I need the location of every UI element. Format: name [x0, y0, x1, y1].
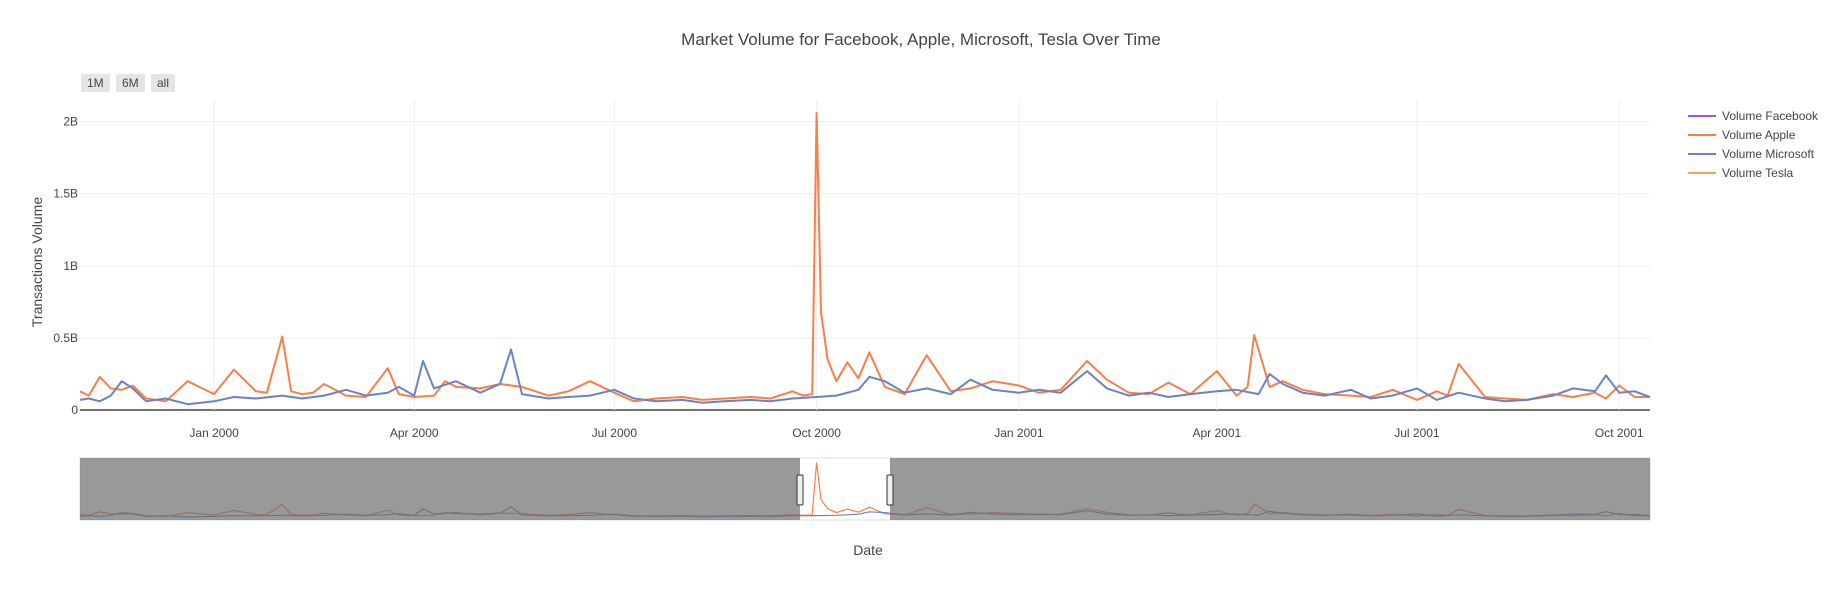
- y-tick-label: 0.5B: [53, 331, 78, 345]
- legend-label-facebook: Volume Facebook: [1722, 108, 1819, 123]
- series-lines: [79, 112, 1651, 406]
- range-button-6m[interactable]: 6M: [116, 74, 145, 92]
- x-tick-label: Jul 2000: [592, 426, 638, 440]
- x-tick-label: Jan 2000: [189, 426, 239, 440]
- legend-label-apple: Volume Apple: [1722, 127, 1796, 142]
- legend-item-tesla[interactable]: Volume Tesla: [1688, 163, 1818, 182]
- x-tick-label: Apr 2000: [390, 426, 439, 440]
- x-tick-label: Oct 2001: [1595, 426, 1644, 440]
- x-axis-label: Date: [853, 542, 883, 558]
- y-axis-label: Transactions Volume: [29, 197, 45, 327]
- legend-item-facebook[interactable]: Volume Facebook: [1688, 106, 1818, 125]
- y-tick-label: 1B: [63, 259, 78, 273]
- legend-label-tesla: Volume Tesla: [1722, 165, 1794, 180]
- y-tick-label: 2B: [63, 115, 78, 129]
- range-button-all[interactable]: all: [151, 74, 176, 92]
- series-line-volume-apple: [79, 112, 1650, 403]
- x-tick-label: Jul 2001: [1394, 426, 1440, 440]
- legend-label-microsoft: Volume Microsoft: [1722, 146, 1815, 161]
- legend-item-microsoft[interactable]: Volume Microsoft: [1688, 144, 1818, 163]
- legend-swatch-microsoft: [1688, 152, 1716, 155]
- legend: Volume Facebook Volume Apple Volume Micr…: [1688, 106, 1818, 182]
- range-slider-mask-right: [890, 458, 1650, 520]
- range-slider-handle-right[interactable]: [886, 474, 894, 506]
- series-line-volume-microsoft: [79, 348, 1651, 406]
- legend-swatch-facebook: [1688, 114, 1716, 117]
- legend-swatch-apple: [1688, 133, 1716, 136]
- axes: 0 0.5B 1B 1.5B 2B Jan 2000 Apr 2000 Jul 2000 Oct…: [53, 115, 1644, 440]
- legend-swatch-tesla: [1688, 171, 1716, 174]
- range-slider-mask-left: [80, 458, 800, 520]
- range-slider-handle-left[interactable]: [796, 474, 804, 506]
- x-tick-label: Oct 2000: [792, 426, 841, 440]
- chart-title: Market Volume for Facebook, Apple, Micro…: [681, 30, 1161, 49]
- y-tick-label: 1.5B: [53, 187, 78, 201]
- range-slider[interactable]: [79, 457, 1651, 521]
- range-button-1m[interactable]: 1M: [81, 74, 110, 92]
- x-tick-label: Jan 2001: [994, 426, 1044, 440]
- legend-item-apple[interactable]: Volume Apple: [1688, 125, 1818, 144]
- y-tick-label: 0: [71, 403, 78, 417]
- x-tick-label: Apr 2001: [1192, 426, 1241, 440]
- gridlines: [80, 100, 1650, 411]
